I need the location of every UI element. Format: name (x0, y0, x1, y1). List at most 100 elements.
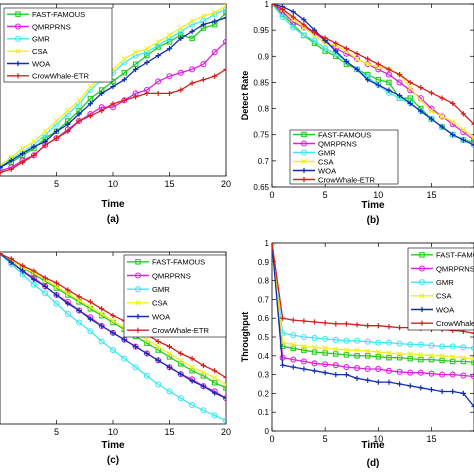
data-point (0, 167, 4, 174)
data-point (222, 6, 226, 13)
x-tick-label: 20 (221, 427, 231, 437)
data-point (0, 252, 3, 257)
series-line-qmrprns (272, 243, 474, 378)
data-point (166, 388, 173, 395)
data-point (189, 367, 195, 374)
data-point (143, 49, 150, 56)
data-point (272, 243, 275, 246)
data-point (343, 352, 350, 358)
series-line-woa (272, 4, 474, 146)
data-point (223, 381, 226, 388)
data-point (155, 343, 161, 350)
data-point (200, 369, 207, 376)
data-point (375, 349, 382, 355)
data-point (439, 357, 445, 364)
data-point (470, 373, 474, 380)
y-tick-label: 0.2 (258, 389, 270, 398)
data-point (166, 39, 173, 45)
data-point (450, 354, 456, 360)
series-line-csa (272, 243, 474, 360)
data-point (322, 350, 328, 356)
data-point (354, 51, 360, 57)
data-point (290, 341, 296, 348)
data-point (212, 9, 218, 16)
data-point (87, 113, 93, 119)
data-point (121, 337, 127, 343)
data-point (396, 325, 403, 331)
data-point (322, 361, 329, 368)
data-point (364, 348, 371, 354)
data-point (53, 121, 60, 128)
data-point (407, 84, 413, 91)
data-point (418, 85, 424, 91)
data-point (31, 152, 37, 158)
data-point (110, 318, 116, 324)
data-point (121, 97, 127, 103)
data-point (417, 369, 424, 376)
data-point (396, 351, 403, 357)
legend-label: WOA (318, 166, 337, 175)
data-point (354, 375, 360, 381)
data-point (311, 349, 318, 355)
legend-marker (419, 293, 425, 299)
legend-box (407, 247, 474, 331)
data-point (99, 323, 105, 329)
data-point (460, 111, 466, 117)
data-point (439, 113, 446, 120)
data-point (386, 87, 392, 93)
chart-panel-d: 0 5 10 15 0 0.1 0.2 0.3 0.4 0.5 0.6 0.7 0.8 0.9 1 Time T… (240, 239, 474, 469)
data-point (290, 364, 296, 370)
legend-label: CrowWhale-ETR (32, 72, 89, 81)
data-point (212, 18, 218, 24)
data-point (343, 364, 350, 371)
data-point (53, 118, 60, 124)
data-point (31, 276, 37, 283)
x-tick-label: 5 (54, 427, 59, 437)
data-point (471, 403, 474, 410)
data-point (121, 59, 128, 66)
data-point (223, 385, 226, 391)
data-point (365, 56, 371, 62)
data-point (407, 100, 413, 106)
data-point (200, 13, 207, 19)
data-point (133, 66, 139, 72)
data-point (418, 385, 424, 391)
y-tick-label: 0.1 (258, 408, 270, 417)
data-point (396, 92, 403, 99)
data-point (471, 134, 474, 141)
legend-marker (301, 131, 307, 138)
legend-label: WOA (32, 59, 51, 68)
x-tick-label: 0 (269, 190, 274, 200)
data-point (121, 355, 128, 362)
legend-label: WOA (436, 305, 455, 314)
legend-marker (15, 73, 21, 79)
data-point (189, 28, 195, 35)
data-point (471, 330, 474, 336)
data-point (189, 18, 195, 24)
series-layer (0, 252, 226, 424)
y-tick-label: 0.3 (258, 371, 270, 380)
data-point (212, 73, 218, 79)
data-point (110, 83, 116, 90)
data-point (428, 90, 435, 96)
legend-label: FAST-FAMOUS (152, 258, 205, 267)
data-point (290, 332, 297, 339)
legend-box (289, 129, 399, 185)
data-point (290, 24, 297, 31)
data-point (0, 169, 3, 176)
data-point (166, 364, 173, 370)
data-point (166, 90, 173, 97)
data-point (222, 38, 226, 45)
data-point (200, 61, 207, 68)
y-tick-label: 0.7 (258, 157, 270, 166)
data-point (178, 25, 184, 31)
legend-marker (419, 320, 425, 326)
data-point (144, 52, 150, 59)
data-point (354, 55, 361, 62)
data-point (279, 14, 286, 21)
data-point (460, 390, 466, 396)
data-point (386, 79, 392, 86)
data-point (211, 11, 218, 18)
data-point (365, 323, 371, 329)
